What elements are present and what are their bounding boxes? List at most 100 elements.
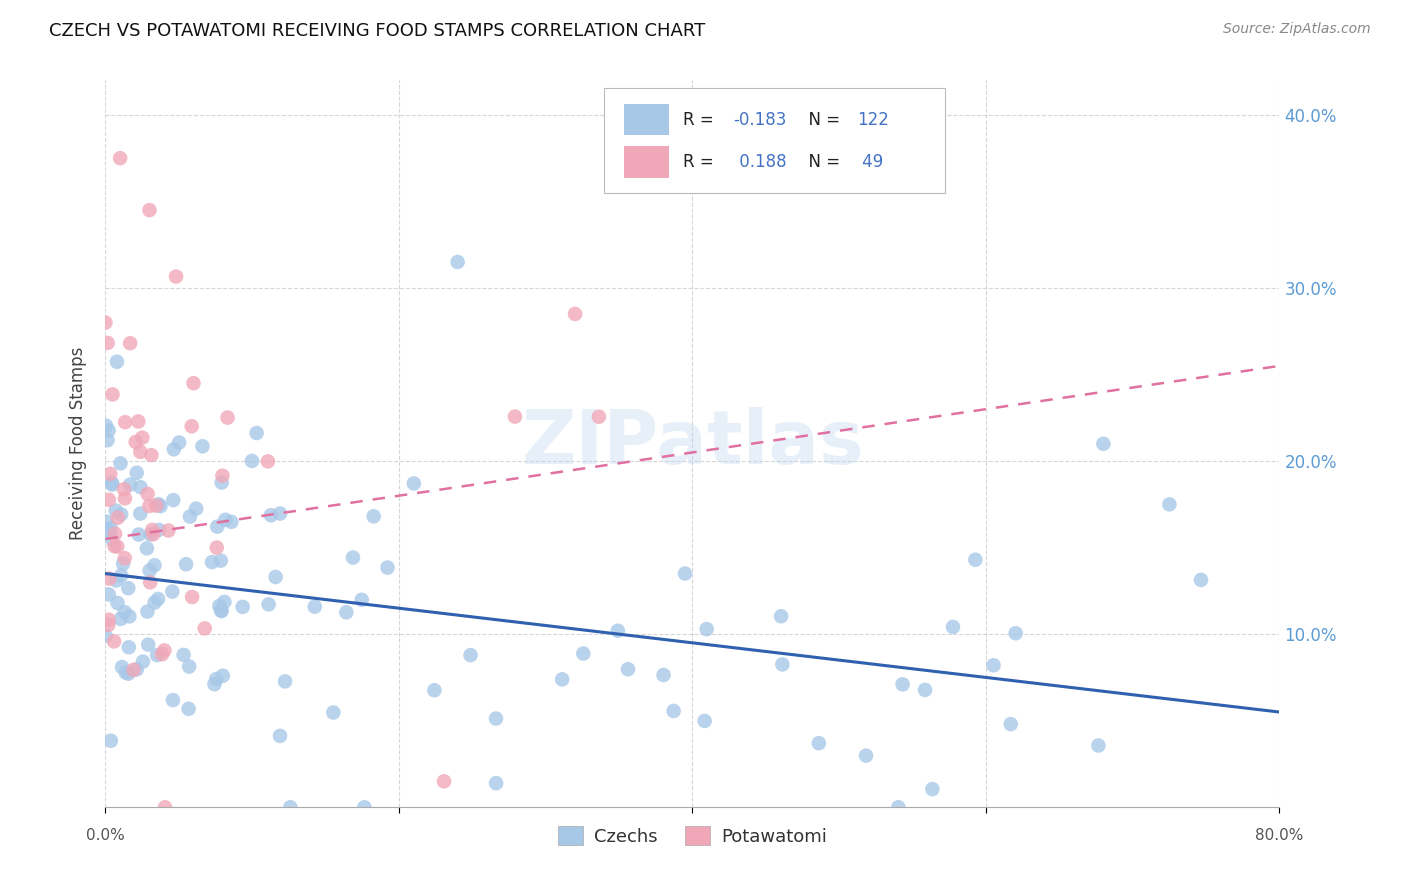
Point [179, 509, 201, 524]
Point [110, 612, 132, 626]
Point [97, 523, 120, 537]
Point [180, 419, 202, 434]
Point [142, 527, 165, 541]
Point [363, 509, 385, 524]
Point [485, 776, 508, 790]
Point [162, 493, 184, 508]
Point [98, 572, 121, 586]
Point [114, 551, 136, 566]
Point [105, 540, 128, 554]
Point [97, 613, 120, 627]
Point [97, 335, 120, 350]
Point [983, 658, 1005, 673]
Point [280, 800, 302, 814]
Point [118, 640, 141, 655]
Text: R =: R = [683, 153, 718, 171]
Point [114, 415, 136, 429]
Point [662, 704, 685, 718]
Point [217, 410, 239, 425]
Text: Source: ZipAtlas.com: Source: ZipAtlas.com [1223, 22, 1371, 37]
Point [673, 566, 696, 581]
Point [257, 454, 280, 468]
Point [129, 445, 152, 459]
Point [125, 662, 148, 676]
Point [148, 523, 170, 537]
Point [211, 468, 233, 483]
Point [128, 527, 150, 541]
Point [208, 599, 231, 613]
Point [617, 662, 640, 676]
Point [103, 539, 125, 553]
Point [118, 609, 141, 624]
Point [132, 655, 155, 669]
Point [207, 519, 229, 533]
Text: 80.0%: 80.0% [1256, 828, 1303, 843]
Point [97, 492, 120, 507]
Point [179, 659, 201, 673]
Point [112, 557, 135, 571]
Point [572, 647, 595, 661]
Point [201, 555, 224, 569]
Point [205, 541, 228, 555]
Point [260, 508, 283, 523]
Point [148, 497, 170, 511]
Point [101, 475, 124, 490]
Point [214, 595, 236, 609]
FancyBboxPatch shape [605, 87, 945, 193]
Point [257, 598, 280, 612]
Point [1092, 436, 1115, 450]
Point [181, 590, 204, 604]
Point [606, 624, 628, 638]
Point [162, 693, 184, 707]
Point [110, 456, 132, 470]
Point [696, 622, 718, 636]
Point [460, 648, 482, 662]
Point [117, 666, 139, 681]
Point [269, 729, 291, 743]
Point [205, 672, 228, 686]
Point [111, 660, 134, 674]
Point [209, 554, 232, 568]
Point [942, 620, 965, 634]
Text: 0.0%: 0.0% [86, 828, 125, 843]
Point [110, 508, 132, 522]
Point [807, 736, 830, 750]
Point [101, 387, 124, 401]
Point [117, 581, 139, 595]
Point [114, 665, 136, 680]
Point [149, 499, 172, 513]
Point [141, 523, 163, 537]
Point [770, 609, 793, 624]
Point [246, 425, 269, 440]
Point [485, 712, 508, 726]
Point [163, 442, 186, 457]
Point [127, 415, 149, 429]
Point [1087, 739, 1109, 753]
Point [122, 663, 145, 677]
Point [423, 683, 446, 698]
Point [131, 431, 153, 445]
Point [588, 409, 610, 424]
Point [97, 617, 120, 632]
Point [304, 599, 326, 614]
Point [114, 605, 136, 619]
Text: N =: N = [799, 153, 845, 171]
Point [101, 477, 124, 491]
Point [153, 800, 176, 814]
Point [965, 552, 987, 566]
Point [350, 592, 373, 607]
Point [322, 706, 344, 720]
Point [104, 526, 127, 541]
Point [101, 533, 124, 547]
Point [125, 466, 148, 480]
Text: R =: R = [683, 111, 718, 128]
Point [194, 622, 217, 636]
Point [209, 603, 232, 617]
Legend: Czechs, Potawatomi: Czechs, Potawatomi [551, 819, 834, 853]
Point [1000, 717, 1022, 731]
Point [1004, 626, 1026, 640]
Point [141, 448, 163, 462]
Point [96, 515, 118, 529]
Point [503, 409, 526, 424]
Point [342, 550, 364, 565]
